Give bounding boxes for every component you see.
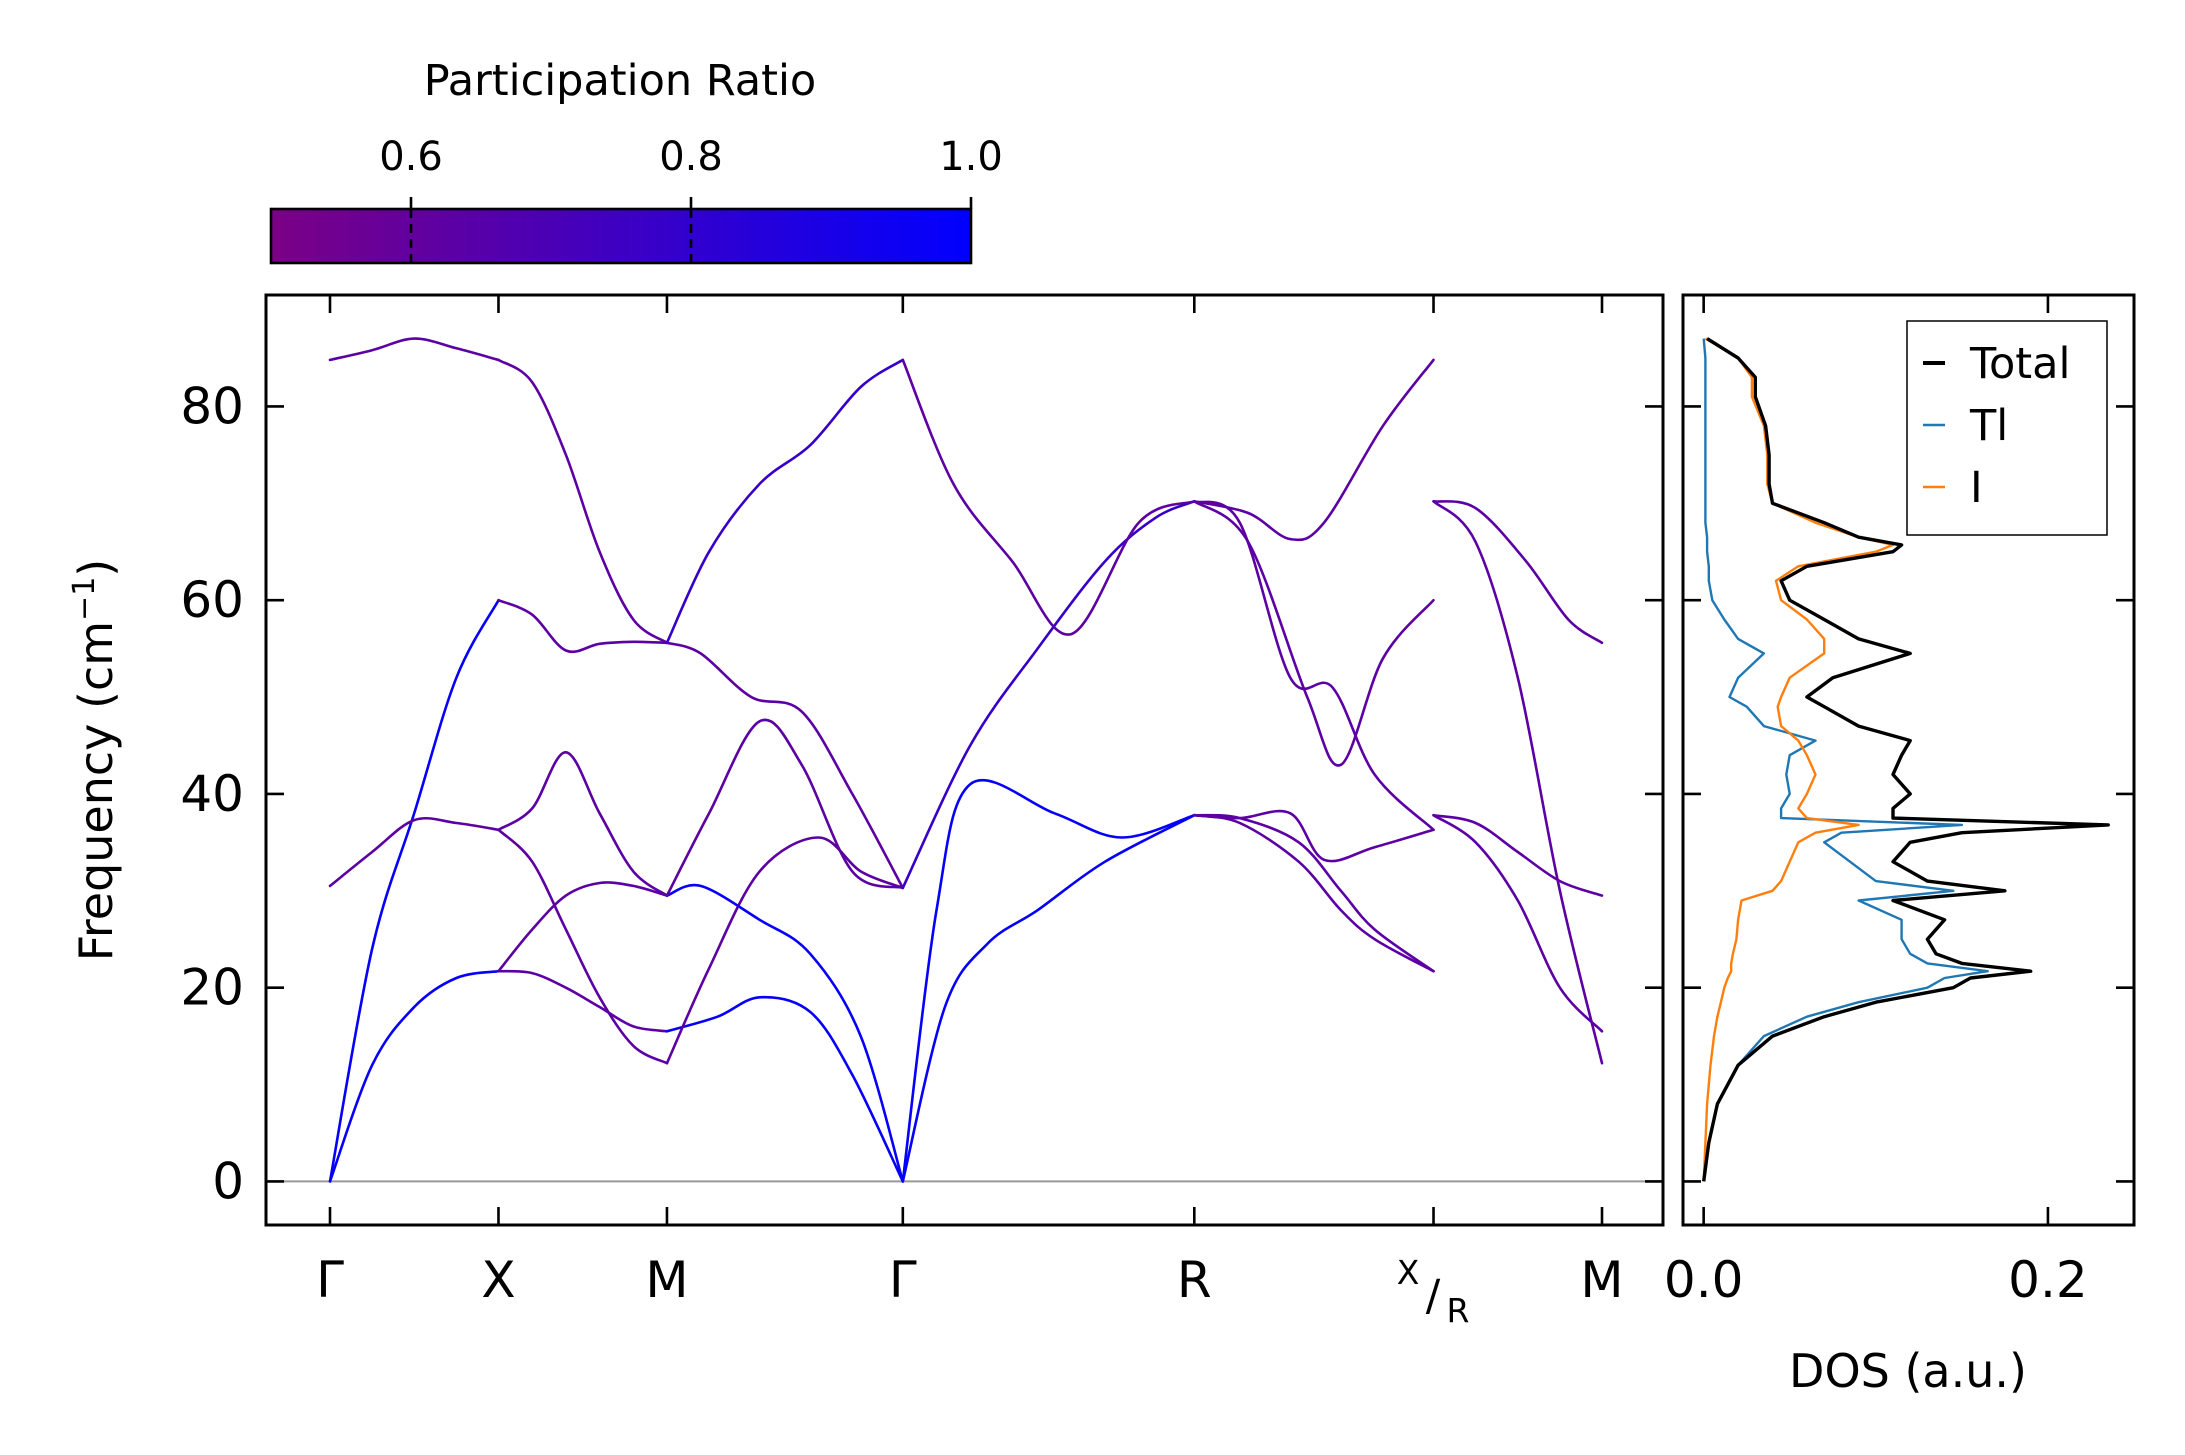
- colorbar-ticks: 0.6 0.8 1.0: [379, 134, 1003, 263]
- y-tick-label: 40: [180, 765, 244, 823]
- colorbar: Participation Ratio 0.6 0.8 1.0: [269, 56, 1003, 265]
- legend-label-total: Total: [1969, 339, 2070, 389]
- phonon-band-line: [328, 337, 500, 362]
- phonon-band-line: [497, 828, 669, 1065]
- phonon-band-line: [1192, 358, 1435, 542]
- dos-y-ticks: [1683, 405, 2134, 1183]
- colorbar-tick-label: 1.0: [939, 134, 1003, 180]
- phonon-band-line: [497, 969, 669, 1033]
- phonon-band-line: [665, 995, 905, 1183]
- y-tick-label: 20: [180, 959, 244, 1017]
- kpoint-label: M: [1580, 1251, 1623, 1309]
- kpoint-label: Γ: [316, 1251, 344, 1309]
- kpoint-label: M: [645, 1251, 688, 1309]
- dos-line-tl: [1702, 338, 1989, 1182]
- ylabel-main: Frequency (cm: [69, 621, 123, 961]
- phonon-band-line: [497, 881, 669, 973]
- frequency-axis-ticks: 0 20 40 60 80: [180, 377, 1663, 1210]
- ylabel-sup: −1: [67, 577, 102, 621]
- dos-curves: [1702, 337, 2110, 1182]
- phonon-band-line: [497, 358, 669, 645]
- dos-panel: 0.0 0.2 DOS (a.u.) Total Tl I: [1664, 293, 2136, 1398]
- phonon-band-line: [1192, 500, 1435, 832]
- phonon-band-line: [665, 836, 905, 1065]
- break-label-sep: /: [1426, 1271, 1441, 1321]
- phonon-band-line: [665, 358, 905, 645]
- phonon-band-line: [1192, 809, 1435, 863]
- phonon-band-line: [328, 969, 500, 1183]
- phonon-band-line: [328, 598, 500, 1183]
- dos-line-i: [1702, 337, 1895, 1182]
- legend-label-i: I: [1970, 463, 1983, 513]
- legend-frame: [1906, 320, 2108, 536]
- colorbar-gradient: [269, 207, 973, 265]
- kpoint-label: R: [1177, 1251, 1212, 1309]
- dos-x-ticks: 0.0 0.2: [1664, 295, 2088, 1309]
- phonon-band-line: [1432, 500, 1604, 645]
- phonon-band-line: [665, 883, 905, 1183]
- phonon-band-line: [901, 500, 1196, 890]
- phonon-band-line: [497, 598, 669, 654]
- dos-line-total: [1702, 337, 2110, 1182]
- phonon-band-line: [497, 751, 669, 897]
- phonon-band-line: [1432, 500, 1604, 1065]
- phonon-band-line: [1432, 813, 1604, 897]
- phonon-band-line: [901, 813, 1196, 1183]
- y-tick-label: 80: [180, 377, 244, 435]
- dos-legend: Total Tl I: [1906, 320, 2108, 536]
- colorbar-tick-label: 0.6: [379, 134, 443, 180]
- band-structure-panel: 0 20 40 60 80 Γ X M Γ R M X / R Frequency (cm−1): [67, 293, 1665, 1330]
- frequency-axis-label: Frequency (cm−1): [67, 559, 123, 962]
- phonon-band-line: [901, 778, 1196, 1183]
- dos-axes-frame: [1681, 293, 2136, 1227]
- dos-axis-label: DOS (a.u.): [1789, 1344, 2027, 1398]
- phonon-band-line: [665, 718, 905, 897]
- dos-x-tick-label: 0.2: [2008, 1251, 2088, 1309]
- legend-label-tl: Tl: [1969, 401, 2008, 451]
- y-tick-label: 60: [180, 571, 244, 629]
- colorbar-tick-label: 0.8: [659, 134, 723, 180]
- break-label-top: X: [1397, 1253, 1420, 1292]
- phonon-band-line: [1192, 500, 1435, 767]
- kpoint-label: X: [481, 1251, 515, 1309]
- phonon-band-line: [1192, 813, 1435, 973]
- y-tick-label: 0: [212, 1152, 244, 1210]
- phonon-band-line: [1432, 813, 1604, 1033]
- break-label-bottom: R: [1447, 1291, 1470, 1330]
- phonon-band-line: [1192, 813, 1435, 973]
- path-break-label: X / R: [1397, 1253, 1470, 1330]
- phonon-bands: [328, 337, 1604, 1183]
- ylabel-close: ): [69, 559, 123, 577]
- colorbar-title: Participation Ratio: [424, 56, 817, 106]
- kpoint-label: Γ: [889, 1251, 917, 1309]
- band-axes-frame: [264, 293, 1665, 1227]
- phonon-band-line: [901, 358, 1196, 636]
- phonon-band-line: [665, 641, 905, 890]
- phonon-band-line: [328, 816, 500, 888]
- dos-x-tick-label: 0.0: [1664, 1251, 1744, 1309]
